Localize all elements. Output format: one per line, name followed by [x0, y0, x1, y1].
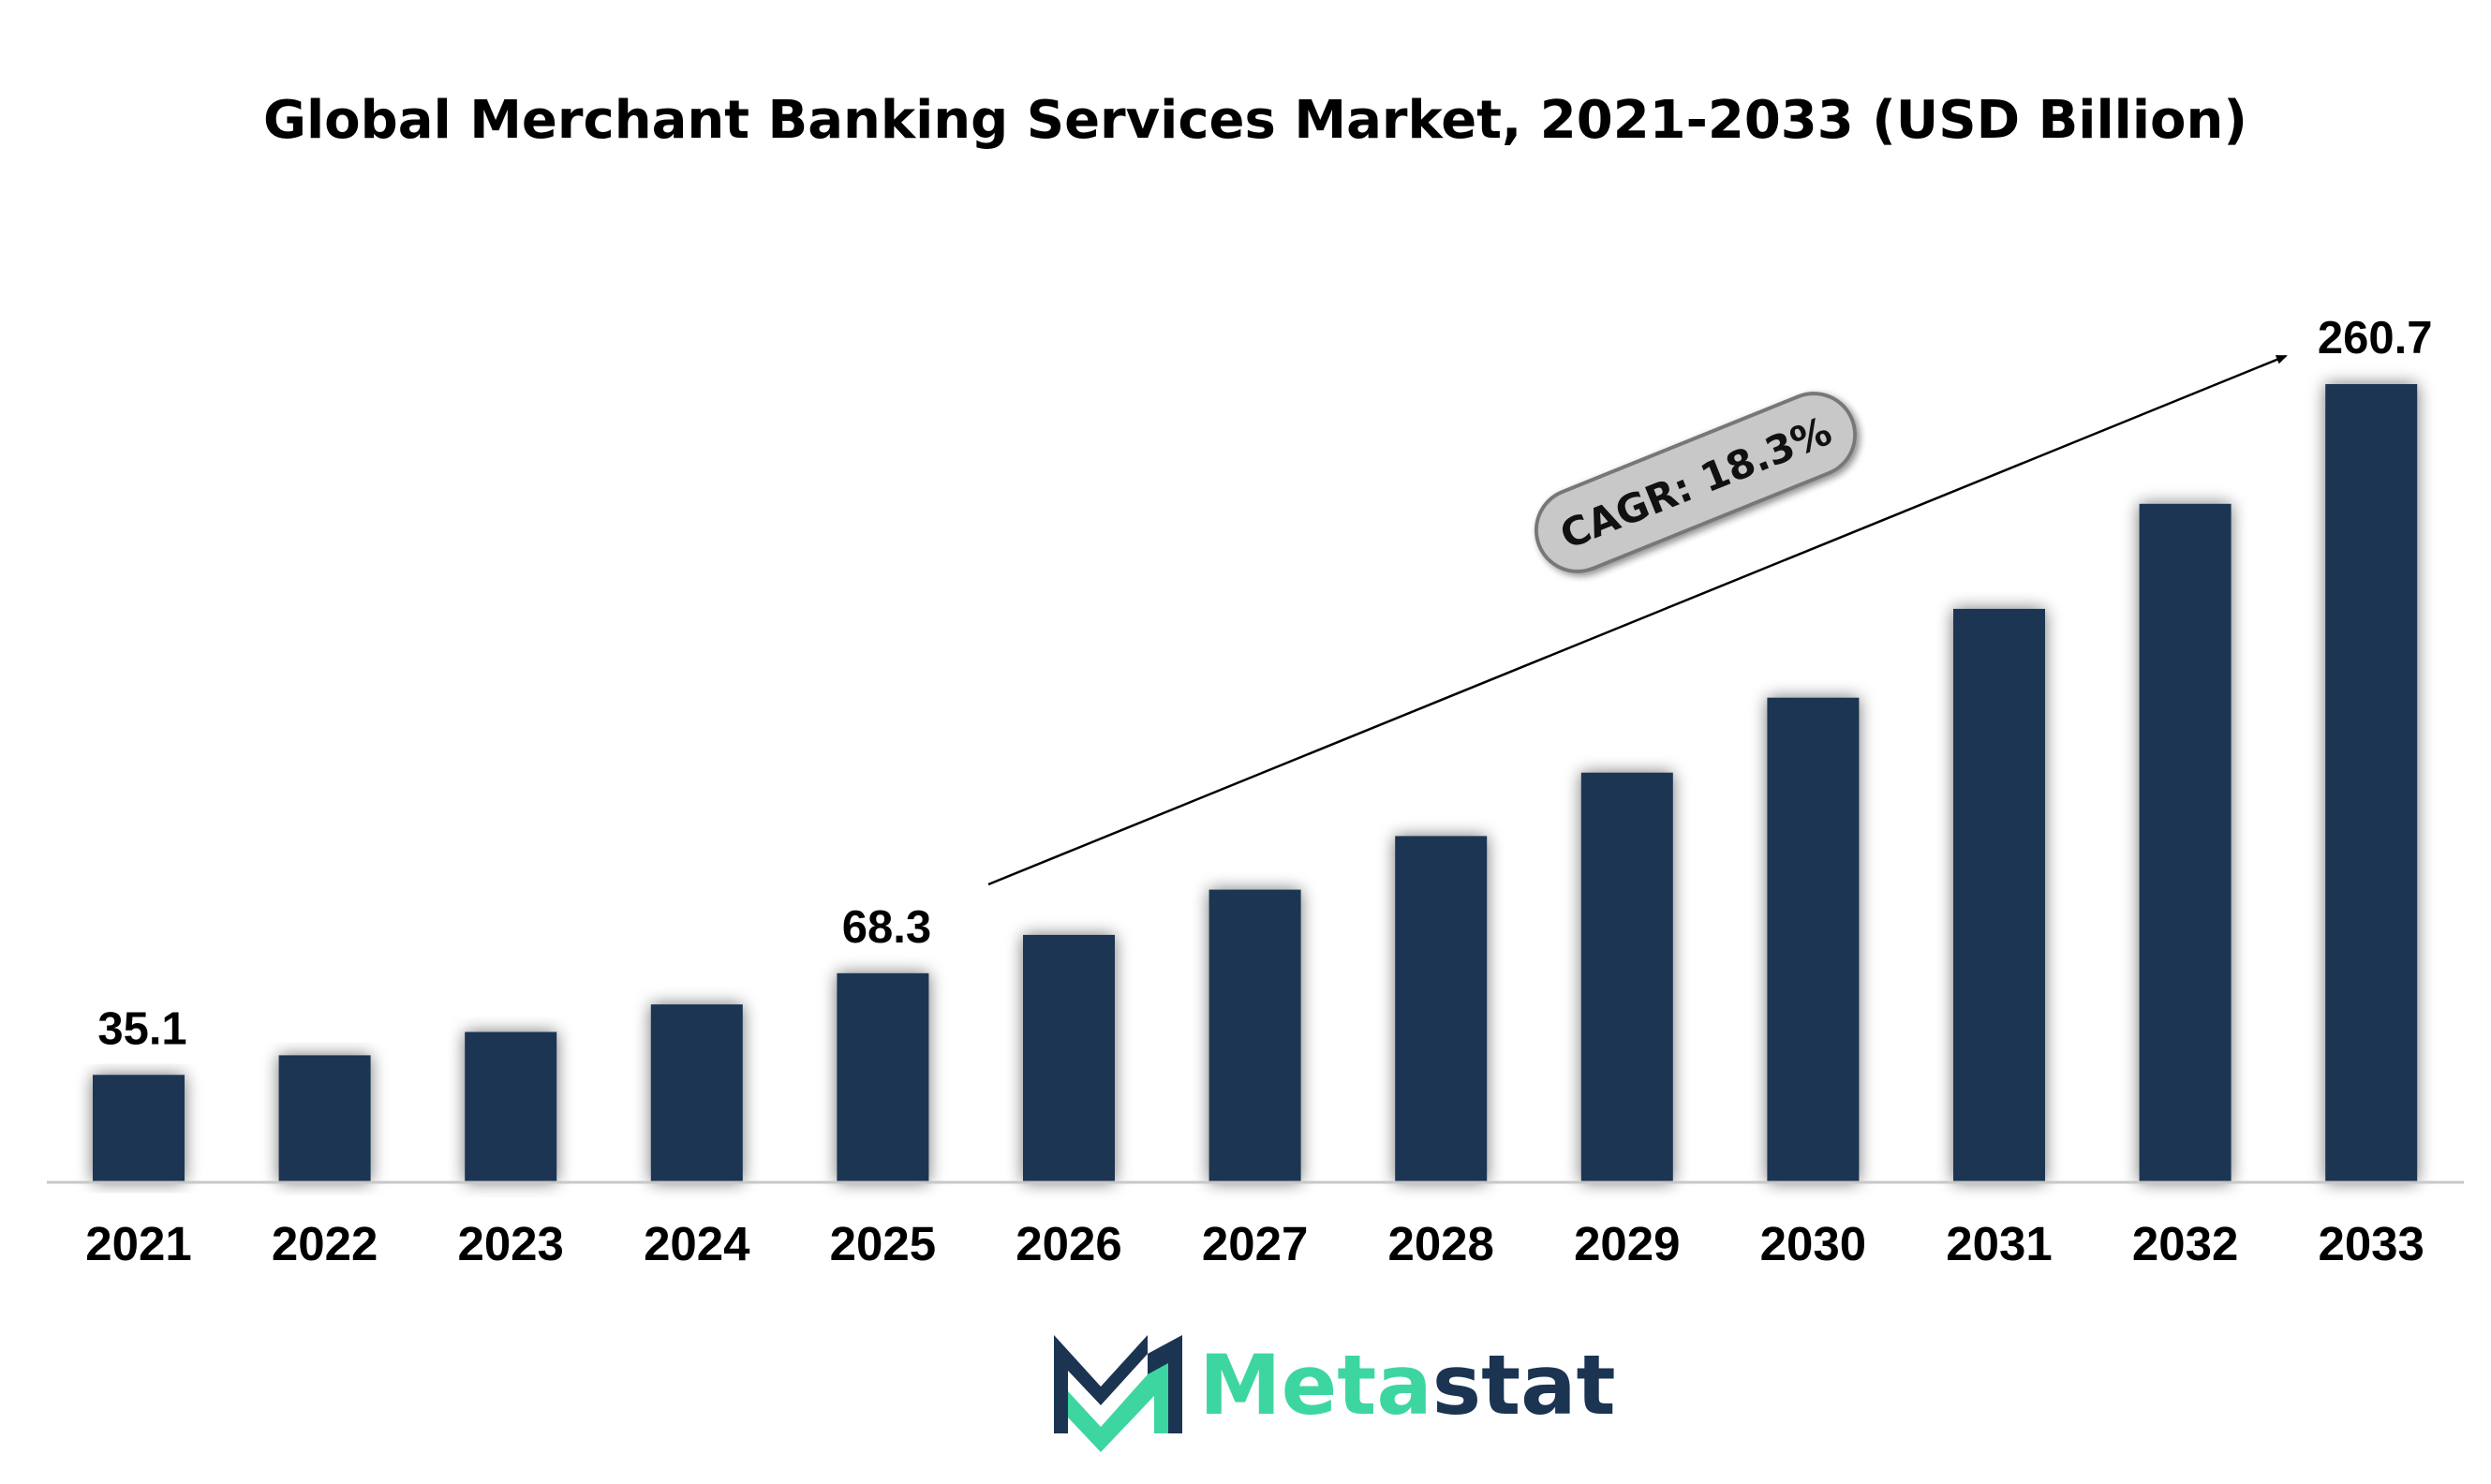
chart-title: Global Merchant Banking Services Market,… [263, 90, 2247, 151]
bar-2023 [465, 1031, 557, 1182]
bar-2026 [1023, 934, 1115, 1182]
x-tick-2028: 2028 [1387, 1217, 1493, 1270]
bar-2031 [1953, 608, 2045, 1182]
x-tick-2033: 2033 [2318, 1217, 2424, 1270]
bar-2029 [1580, 772, 1673, 1182]
bar-2021 [93, 1075, 185, 1182]
cagr-badge: CAGR: 18.3% [1534, 392, 1858, 573]
x-tick-2021: 2021 [85, 1217, 191, 1270]
metastat-logo: Metastat [1054, 1335, 1616, 1452]
x-tick-2023: 2023 [457, 1217, 563, 1270]
bar-2022 [278, 1055, 371, 1182]
x-tick-2027: 2027 [1202, 1217, 1308, 1270]
data-label-2021: 35.1 [97, 1003, 186, 1054]
bar-2028 [1395, 836, 1488, 1182]
x-tick-2031: 2031 [1946, 1217, 2052, 1270]
bars-group [93, 384, 2418, 1182]
bar-2033 [2325, 384, 2418, 1182]
data-labels: 35.1 68.3 260.7 [97, 313, 2432, 1054]
x-tick-2026: 2026 [1016, 1217, 1121, 1270]
x-tick-2022: 2022 [272, 1217, 378, 1270]
data-label-2025: 68.3 [842, 902, 931, 953]
bar-2027 [1208, 889, 1301, 1182]
bar-2024 [650, 1004, 743, 1182]
x-tick-2029: 2029 [1574, 1217, 1680, 1270]
data-label-2033: 260.7 [2318, 313, 2433, 364]
svg-text:Metastat: Metastat [1199, 1337, 1616, 1433]
x-tick-2024: 2024 [644, 1217, 750, 1270]
logo-text-meta: Meta [1199, 1337, 1432, 1433]
x-tick-2032: 2032 [2132, 1217, 2238, 1270]
logo-text-stat: stat [1432, 1337, 1616, 1433]
cagr-arrow [987, 354, 2288, 886]
x-tick-labels: 2021 2022 2023 2024 2025 2026 2027 2028 2029 2030… [85, 1217, 2424, 1270]
bar-2030 [1767, 697, 1860, 1182]
logo-m-icon [1054, 1335, 1182, 1452]
bar-2032 [2139, 503, 2232, 1182]
x-tick-2030: 2030 [1760, 1217, 1866, 1270]
bar-2025 [837, 972, 929, 1182]
x-tick-2025: 2025 [830, 1217, 936, 1270]
